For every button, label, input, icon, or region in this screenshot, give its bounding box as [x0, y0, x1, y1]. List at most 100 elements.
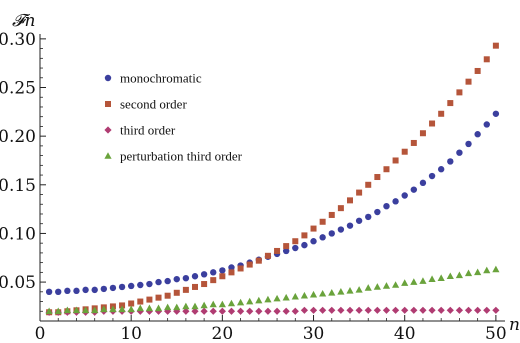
data-point — [437, 306, 445, 314]
data-point — [54, 307, 62, 315]
data-point — [255, 307, 263, 315]
data-point — [346, 287, 354, 294]
legend-item: second order — [105, 97, 187, 112]
data-point — [456, 149, 463, 156]
data-point — [337, 306, 345, 314]
data-point — [364, 284, 372, 291]
data-point — [118, 305, 126, 313]
data-point — [109, 284, 117, 292]
data-point — [483, 121, 490, 128]
y-tick-label: 0.20 — [0, 127, 36, 147]
data-point — [374, 208, 381, 216]
data-point — [446, 272, 454, 280]
data-point — [492, 42, 499, 49]
data-point — [264, 252, 271, 259]
data-point — [209, 300, 217, 308]
data-point — [483, 56, 490, 63]
data-point — [137, 298, 144, 305]
data-point — [227, 307, 236, 315]
data-point — [73, 287, 80, 295]
data-point — [246, 307, 254, 315]
data-point — [419, 277, 427, 284]
data-point — [474, 306, 482, 314]
data-point — [173, 303, 181, 311]
data-point — [310, 225, 317, 232]
data-point — [246, 261, 253, 268]
data-point — [282, 307, 290, 315]
x-tick-label: 50 — [485, 324, 507, 343]
legend-marker — [105, 101, 111, 107]
data-point — [200, 301, 208, 309]
data-point — [273, 294, 281, 302]
data-point — [210, 277, 217, 284]
data-point — [337, 226, 345, 233]
data-point — [164, 303, 172, 311]
data-point — [337, 288, 345, 295]
data-point — [55, 288, 62, 296]
data-point — [437, 166, 445, 173]
data-point — [236, 298, 245, 306]
data-point — [91, 286, 98, 294]
data-point — [428, 306, 436, 314]
data-point — [474, 268, 482, 276]
y-tick-label: 0.15 — [0, 176, 36, 196]
data-point — [364, 306, 372, 314]
data-point — [136, 304, 144, 312]
data-point — [209, 307, 217, 315]
data-point — [282, 247, 290, 255]
data-point — [419, 306, 427, 314]
data-point — [301, 241, 308, 249]
data-point — [146, 296, 153, 303]
x-tick-label: 20 — [212, 324, 234, 343]
data-point — [410, 278, 418, 285]
data-points — [45, 42, 500, 316]
data-point — [246, 297, 254, 305]
series-triangle — [45, 265, 500, 315]
data-point — [100, 285, 108, 293]
data-point — [446, 306, 454, 314]
data-point — [145, 304, 154, 312]
data-point — [382, 282, 391, 289]
data-point — [382, 306, 391, 314]
data-point — [200, 307, 208, 315]
axes: 0 10 20 30 40 50 0.05 0.10 0.15 0.20 0.25 0.30 — [0, 30, 507, 343]
data-point — [373, 306, 381, 314]
data-point — [300, 291, 309, 299]
data-point — [63, 306, 71, 314]
data-point — [428, 172, 436, 180]
data-point — [346, 222, 354, 229]
data-point — [464, 269, 473, 277]
data-point — [319, 234, 326, 241]
legend-item: third order — [104, 123, 176, 138]
data-point — [118, 283, 126, 291]
data-point — [191, 273, 199, 280]
data-point — [429, 120, 436, 127]
y-axis-label: 𝓕n — [12, 11, 36, 31]
data-point — [410, 306, 418, 314]
data-point — [355, 306, 363, 314]
data-point — [474, 131, 481, 138]
data-point — [492, 110, 500, 117]
data-point — [319, 306, 327, 314]
x-tick-label: 0 — [35, 324, 46, 343]
data-point — [274, 247, 281, 254]
data-point — [391, 306, 400, 314]
x-tick-label: 30 — [303, 324, 325, 343]
data-point — [447, 158, 454, 165]
x-tick-label: 40 — [394, 324, 416, 343]
data-point — [328, 230, 335, 237]
data-point — [301, 232, 308, 239]
data-point — [328, 288, 336, 296]
data-point — [410, 139, 417, 146]
data-point — [72, 306, 81, 314]
data-point — [218, 300, 226, 308]
data-point — [100, 305, 108, 313]
legend-marker — [104, 126, 112, 134]
data-point — [292, 238, 299, 245]
data-point — [483, 306, 491, 314]
data-point — [373, 283, 381, 290]
data-point — [137, 281, 144, 289]
data-point — [282, 293, 290, 301]
legend-item: perturbation third order — [104, 149, 243, 164]
legend-marker — [104, 74, 112, 82]
